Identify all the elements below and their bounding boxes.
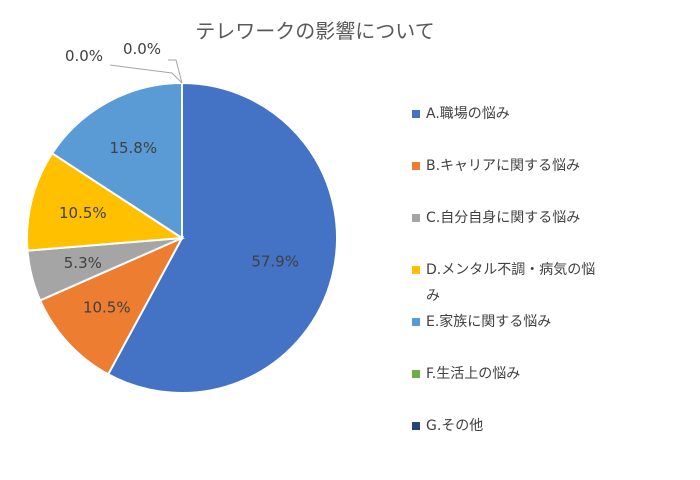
- legend-label-a: A.職場の悩み: [426, 106, 510, 122]
- data-label-e: 15.8%: [109, 139, 157, 157]
- legend-swatch-e: [412, 318, 420, 326]
- data-label-a: 57.9%: [251, 253, 299, 271]
- pie-slice-e: [50, 81, 183, 240]
- legend-swatch-b: [412, 162, 420, 170]
- legend-label-f: F.生活上の悩み: [426, 366, 520, 382]
- leader-line-f: [168, 59, 183, 84]
- legend-swatch-g: [412, 422, 420, 430]
- legend-label-d: D.メンタル不調・病気の悩み: [426, 262, 595, 304]
- pie-slice-d: [26, 151, 185, 252]
- legend-label-c: C.自分自身に関する悩み: [426, 210, 580, 226]
- legend-swatch-f: [412, 370, 420, 378]
- pie-slice-a: [106, 81, 338, 394]
- data-label-b: 10.5%: [83, 298, 131, 316]
- legend: A.職場の悩み B.キャリアに関する悩み C.自分自身に関する悩み D.メンタル不調・…: [412, 106, 595, 434]
- data-label-c: 5.3%: [64, 254, 102, 272]
- pie-slice-b: [38, 235, 185, 376]
- data-label-g: 0.0%: [65, 47, 103, 65]
- legend-swatch-d: [412, 266, 420, 274]
- legend-label-e: E.家族に関する悩み: [426, 313, 551, 330]
- legend-swatch-c: [412, 214, 420, 222]
- pie-slices: [26, 81, 338, 394]
- leader-line-g: [109, 64, 183, 84]
- chart-title: テレワークの影響について: [195, 19, 434, 43]
- legend-label-b: B.キャリアに関する悩み: [426, 158, 580, 174]
- leader-lines: [109, 59, 183, 84]
- data-labels: 57.9% 10.5% 5.3% 10.5% 15.8% 0.0% 0.0%: [59, 40, 299, 316]
- legend-label-g: G.その他: [426, 418, 483, 434]
- legend-swatch-a: [412, 110, 420, 118]
- data-label-f: 0.0%: [123, 40, 161, 58]
- data-label-d: 10.5%: [59, 204, 107, 222]
